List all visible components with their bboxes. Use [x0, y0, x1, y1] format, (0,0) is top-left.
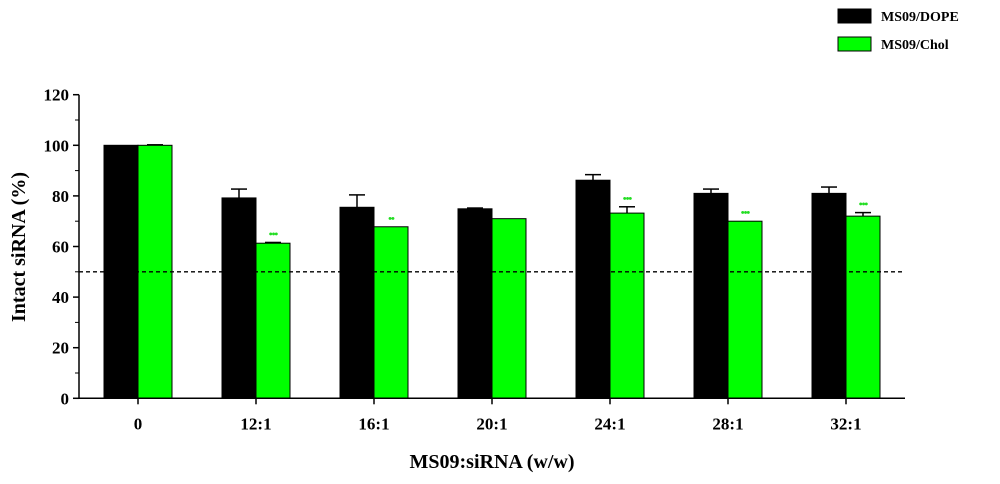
y-tick-label: 120 [44, 86, 70, 105]
bar-dope [339, 206, 375, 399]
legend: MS09/DOPE MS09/Chol [837, 8, 959, 53]
x-tick-label: 16:1 [358, 414, 389, 433]
bar-chol [491, 218, 527, 399]
x-tick-label: 28:1 [712, 414, 743, 433]
y-tick-label: 0 [61, 389, 70, 408]
bar-chol [727, 220, 763, 399]
bar-chol [255, 242, 291, 399]
legend-label-chol: MS09/Chol [881, 38, 949, 53]
bar-chol [373, 226, 409, 399]
y-tick-label: 80 [52, 187, 69, 206]
legend-label-dope: MS09/DOPE [881, 10, 959, 25]
bar-dope [693, 192, 729, 399]
bar-chol [845, 215, 881, 399]
x-tick-label: 20:1 [476, 414, 507, 433]
x-tick-label: 24:1 [594, 414, 625, 433]
significance-marker: •• [388, 213, 395, 225]
bar-dope [457, 208, 493, 399]
x-tick-label: 12:1 [240, 414, 271, 433]
x-tick-label: 0 [134, 414, 143, 433]
bar-dope [221, 197, 257, 399]
significance-marker: ••• [859, 199, 869, 211]
y-axis-label: Intact siRNA (%) [8, 172, 30, 322]
y-tick-label: 60 [52, 238, 69, 257]
significance-marker: ••• [741, 207, 751, 219]
bar-dope [811, 192, 847, 399]
y-tick-label: 20 [52, 339, 69, 358]
legend-swatch-chol [837, 36, 872, 52]
bar-chol [609, 212, 645, 399]
bar-dope [575, 179, 611, 399]
y-tick-label: 100 [44, 136, 70, 155]
y-tick-label: 40 [52, 288, 69, 307]
x-tick-label: 32:1 [830, 414, 861, 433]
significance-marker: ••• [269, 228, 279, 240]
x-axis-label: MS09:siRNA (w/w) [410, 451, 575, 473]
significance-marker: ••• [623, 193, 633, 205]
legend-swatch-dope [837, 8, 872, 24]
